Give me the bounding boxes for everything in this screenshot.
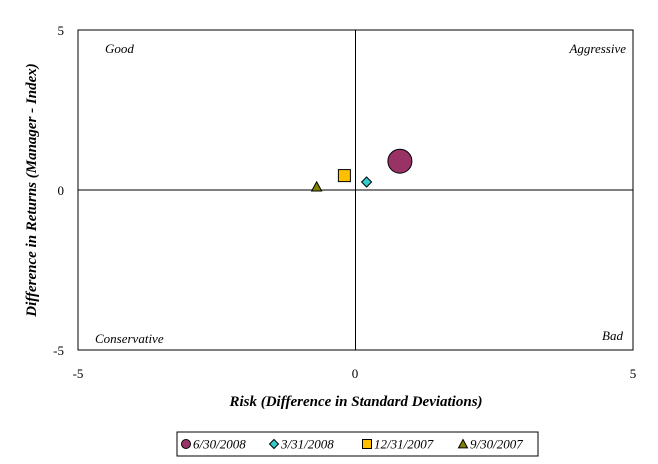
x-axis-title: Risk (Difference in Standard Deviations) — [228, 394, 482, 410]
y-tick-label: -5 — [53, 343, 64, 358]
legend-marker-triangle — [457, 438, 469, 449]
legend-label: 6/30/2008 — [193, 437, 246, 452]
data-point-circle — [387, 148, 413, 174]
y-axis-title: Difference in Returns (Manager - Index) — [24, 63, 40, 317]
legend-label: 3/31/2008 — [280, 437, 334, 452]
quadrant-label-bad: Bad — [602, 328, 623, 343]
x-tick-label: 0 — [352, 366, 359, 381]
quadrant-label-conservative: Conservative — [95, 331, 164, 346]
data-point-diamond — [360, 176, 373, 188]
legend-marker-diamond — [268, 438, 280, 450]
legend: 6/30/2008 3/31/2008 12/31/2007 9/30/2007 — [181, 437, 523, 452]
y-tick-label: 5 — [58, 23, 65, 38]
data-point-square — [337, 169, 351, 183]
x-tick-label: 5 — [630, 366, 637, 381]
y-tick-label: 0 — [58, 183, 65, 198]
data-point-triangle — [310, 180, 323, 192]
x-tick-label: -5 — [73, 366, 84, 381]
quadrant-label-good: Good — [105, 41, 134, 56]
legend-frame — [176, 431, 539, 457]
quadrant-label-aggressive: Aggressive — [568, 41, 626, 56]
legend-label: 9/30/2007 — [470, 437, 523, 452]
legend-marker-circle — [181, 439, 191, 449]
legend-marker-square — [362, 439, 372, 449]
legend-label: 12/31/2007 — [374, 437, 434, 452]
data-points — [310, 148, 413, 192]
